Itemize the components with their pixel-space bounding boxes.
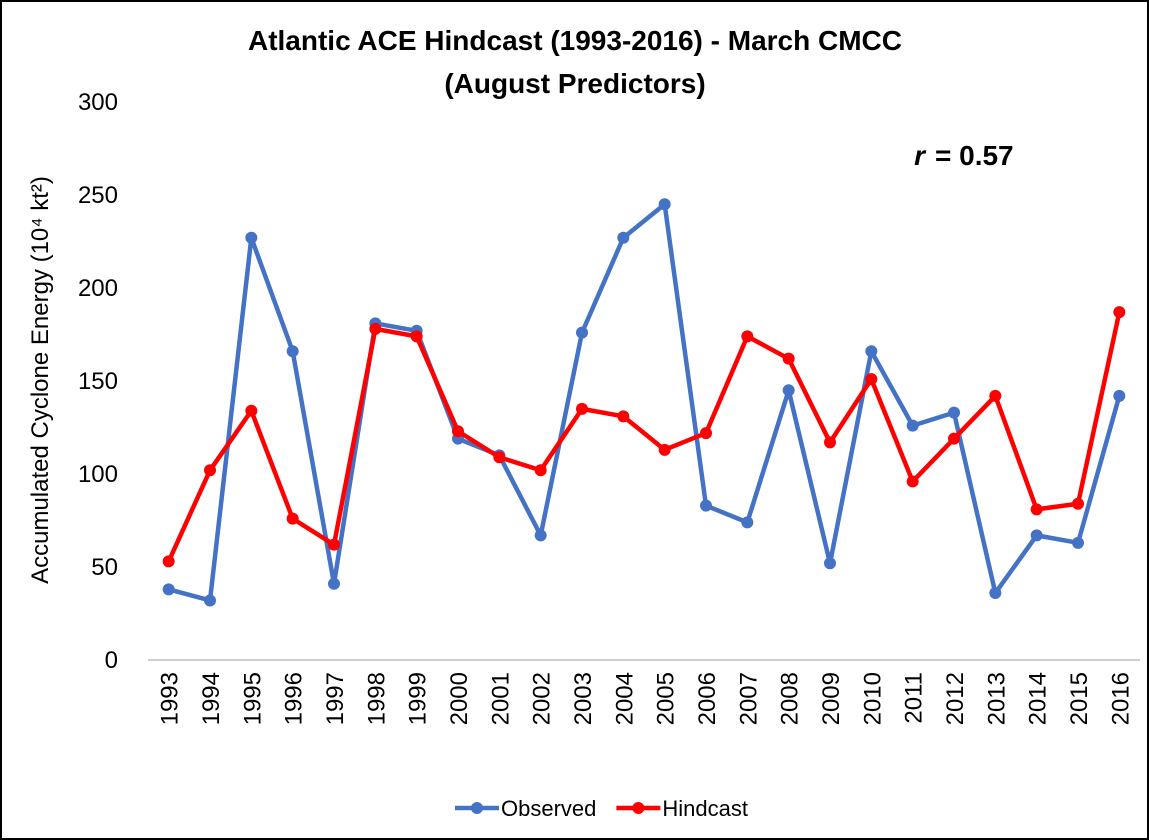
x-tick-label: 2014 xyxy=(1025,672,1052,725)
data-point xyxy=(741,330,754,343)
x-tick-label: 2003 xyxy=(570,672,597,725)
y-tick-label: 300 xyxy=(78,89,118,116)
x-tick-label: 1995 xyxy=(239,672,266,725)
data-point xyxy=(493,451,506,464)
data-point xyxy=(865,373,878,386)
data-point xyxy=(906,419,919,432)
data-point xyxy=(410,330,423,343)
data-point xyxy=(865,345,878,358)
data-point xyxy=(1113,306,1126,319)
x-tick-label: 1999 xyxy=(405,672,432,725)
x-tick-label: 2010 xyxy=(859,672,886,725)
legend-marker xyxy=(471,802,483,814)
y-tick-label: 100 xyxy=(78,461,118,488)
legend-label: Hindcast xyxy=(662,796,748,821)
data-point xyxy=(989,389,1002,402)
data-point xyxy=(824,436,836,449)
data-point xyxy=(1030,529,1043,542)
chart-subtitle: (August Predictors) xyxy=(444,68,705,99)
data-point xyxy=(1030,503,1043,516)
data-point xyxy=(948,406,960,419)
data-point xyxy=(245,231,258,244)
x-tick-label: 2005 xyxy=(653,672,680,725)
x-tick-label: 2006 xyxy=(694,672,721,725)
x-tick-label: 2004 xyxy=(611,672,638,725)
x-tick-label: 1996 xyxy=(281,672,308,725)
x-tick-label: 2001 xyxy=(487,672,514,725)
x-tick-label: 2016 xyxy=(1107,672,1134,725)
y-axis-label: Accumulated Cyclone Energy (10⁴ kt²) xyxy=(27,176,54,584)
chart-title: Atlantic ACE Hindcast (1993-2016) - Marc… xyxy=(248,25,902,56)
legend-label: Observed xyxy=(501,796,596,821)
y-tick-label: 250 xyxy=(78,182,118,209)
data-point xyxy=(741,516,754,529)
x-tick-label: 1997 xyxy=(322,672,349,725)
data-point xyxy=(658,443,671,456)
data-point xyxy=(286,345,299,358)
data-point xyxy=(948,432,960,445)
x-tick-label: 2008 xyxy=(777,672,804,725)
data-point xyxy=(245,404,258,417)
data-point xyxy=(782,352,795,365)
y-tick-label: 0 xyxy=(105,647,118,674)
data-point xyxy=(989,587,1002,600)
data-point xyxy=(204,594,216,607)
annotation-symbol: r xyxy=(914,140,927,171)
data-point xyxy=(1072,536,1084,549)
data-point xyxy=(534,529,547,542)
data-point xyxy=(162,555,175,568)
data-point xyxy=(576,326,588,339)
data-point xyxy=(162,583,175,596)
data-point xyxy=(700,427,712,440)
data-point xyxy=(369,322,382,335)
y-tick-label: 50 xyxy=(91,554,118,581)
data-point xyxy=(204,464,216,477)
y-tick-label: 150 xyxy=(78,368,118,395)
data-point xyxy=(452,425,464,438)
series-line xyxy=(168,202,1122,603)
data-point xyxy=(782,384,795,397)
data-point xyxy=(700,499,712,512)
x-tick-label: 2015 xyxy=(1066,672,1093,725)
x-tick-label: 1993 xyxy=(157,672,184,725)
x-tick-label: 2009 xyxy=(818,672,845,725)
x-tick-label: 1998 xyxy=(363,672,390,725)
data-point xyxy=(617,410,630,423)
x-tick-label: 2012 xyxy=(942,672,969,725)
x-tick-label: 2013 xyxy=(983,672,1010,725)
annotation-text: = 0.57 xyxy=(935,140,1014,171)
x-tick-label: 2007 xyxy=(735,672,762,725)
data-point xyxy=(824,557,836,570)
data-point xyxy=(617,231,630,244)
data-point xyxy=(1072,497,1084,510)
data-point xyxy=(576,402,588,415)
y-tick-label: 200 xyxy=(78,275,118,302)
data-point xyxy=(534,464,547,477)
data-point xyxy=(328,577,340,590)
x-tick-label: 2002 xyxy=(529,672,556,725)
data-point xyxy=(658,198,671,211)
data-point xyxy=(906,475,919,488)
x-tick-label: 1994 xyxy=(198,672,225,725)
data-point xyxy=(328,538,340,551)
legend-marker xyxy=(632,802,645,814)
x-tick-label: 2000 xyxy=(446,672,473,725)
series-line xyxy=(166,311,1122,563)
data-point xyxy=(286,512,299,525)
x-tick-label: 2011 xyxy=(901,672,928,724)
data-point xyxy=(1113,389,1126,402)
